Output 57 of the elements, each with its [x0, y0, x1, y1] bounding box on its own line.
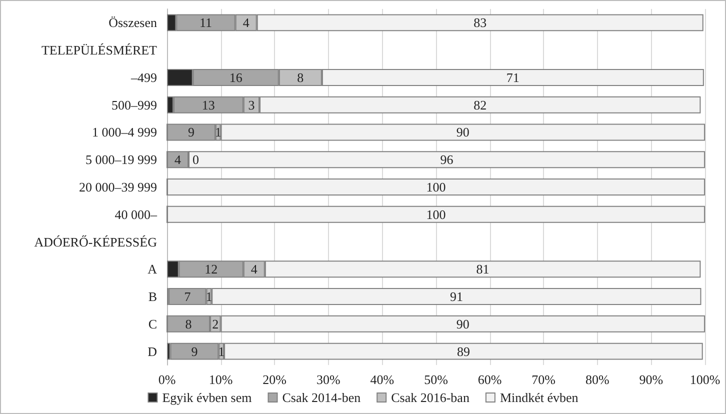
data-label: 96	[440, 152, 454, 168]
y-tick-label: 1 000–4 999	[92, 124, 157, 140]
y-tick-label: B	[148, 289, 158, 304]
data-label: 90	[456, 124, 470, 140]
data-label: 13	[202, 97, 215, 112]
data-label: 2	[212, 316, 219, 332]
y-tick-label: ADÓERŐ-KÉPESSÉG	[34, 234, 157, 250]
y-tick-label: A	[148, 262, 158, 277]
x-tick-label: 40%	[370, 372, 394, 387]
x-tick-label: 100%	[690, 372, 720, 387]
x-tick-label: 10%	[208, 372, 233, 387]
data-label: 9	[188, 124, 194, 140]
data-label: 4	[174, 152, 182, 168]
y-tick-label: C	[148, 316, 157, 332]
legend-label: Csak 2016-ban	[391, 390, 470, 405]
data-label: 16	[229, 70, 243, 85]
data-label: 8	[297, 70, 304, 85]
x-tick-label: 60%	[478, 372, 502, 387]
y-tick-label: D	[148, 344, 157, 359]
data-label: 71	[506, 70, 520, 85]
legend-label: Csak 2014-ben	[282, 390, 362, 405]
y-tick-label: TELEPÜLÉSMÉRET	[41, 42, 158, 58]
x-tick-label: 50%	[424, 372, 448, 387]
data-label: 0	[192, 152, 200, 168]
x-tick-label: 90%	[639, 372, 664, 387]
x-tick-label: 30%	[316, 372, 340, 387]
data-label: 83	[474, 15, 487, 30]
data-label: 4	[250, 262, 258, 277]
data-label: 1	[206, 289, 212, 304]
data-label: 89	[456, 344, 470, 359]
data-label: 81	[476, 262, 490, 277]
data-label: 100	[426, 180, 446, 194]
data-label: 11	[199, 15, 212, 30]
y-tick-label: –499	[130, 70, 157, 85]
x-tick-label: 70%	[532, 372, 556, 387]
data-label: 8	[185, 316, 192, 332]
data-label: 1	[214, 124, 222, 140]
x-tick-label: 80%	[585, 372, 610, 387]
data-label: 12	[204, 262, 218, 277]
legend-label: Egyik évben sem	[162, 390, 252, 405]
data-label: 9	[191, 344, 198, 359]
x-tick-label: 0%	[158, 372, 176, 387]
data-label: 7	[184, 289, 192, 304]
y-tick-label: Összesen	[108, 15, 158, 30]
data-label: 82	[474, 97, 487, 112]
data-label: 4	[242, 15, 250, 30]
legend-label: Mindkét évben	[500, 390, 579, 405]
data-label: 90	[456, 316, 470, 332]
data-label: 1	[218, 344, 225, 359]
y-tick-label: 40 000–	[114, 206, 158, 222]
y-tick-label: 20 000–39 999	[79, 180, 157, 194]
data-label: 91	[450, 289, 463, 304]
x-tick-label: 20%	[262, 372, 287, 387]
y-tick-label: 5 000–19 999	[86, 152, 157, 168]
data-label: 100	[426, 206, 446, 222]
data-label: 3	[248, 97, 255, 112]
y-tick-label: 500–999	[112, 97, 157, 112]
